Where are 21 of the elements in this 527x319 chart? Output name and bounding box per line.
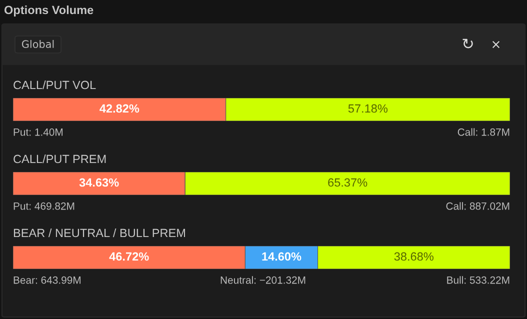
data-label: 34.63% [79,178,119,187]
data-label: 42.82% [100,104,140,113]
data-label: 57.18% [348,104,388,113]
text: Put: 1.40M [14,128,63,136]
text: Neutral: −201.32M [220,276,306,284]
chart-title: CALL/PUT PREM [14,154,106,164]
text: Global [22,40,54,48]
text: Options Volume [4,6,94,17]
data-label: 46.72% [109,252,149,261]
text: × [492,40,500,48]
data-label: 65.37% [328,178,368,187]
data-label: 14.60% [262,252,302,261]
chart-title: CALL/PUT VOL [14,80,96,90]
text: Call: 887.02M [446,202,510,210]
text: ↻ [462,38,473,48]
text: Put: 469.82M [14,202,74,210]
text: Bear: 643.99M [14,276,80,284]
data-label: 38.68% [394,252,434,261]
text: Call: 1.87M [458,128,510,136]
text: Bull: 533.22M [447,276,510,284]
chart-title: BEAR / NEUTRAL / BULL PREM [14,228,185,238]
